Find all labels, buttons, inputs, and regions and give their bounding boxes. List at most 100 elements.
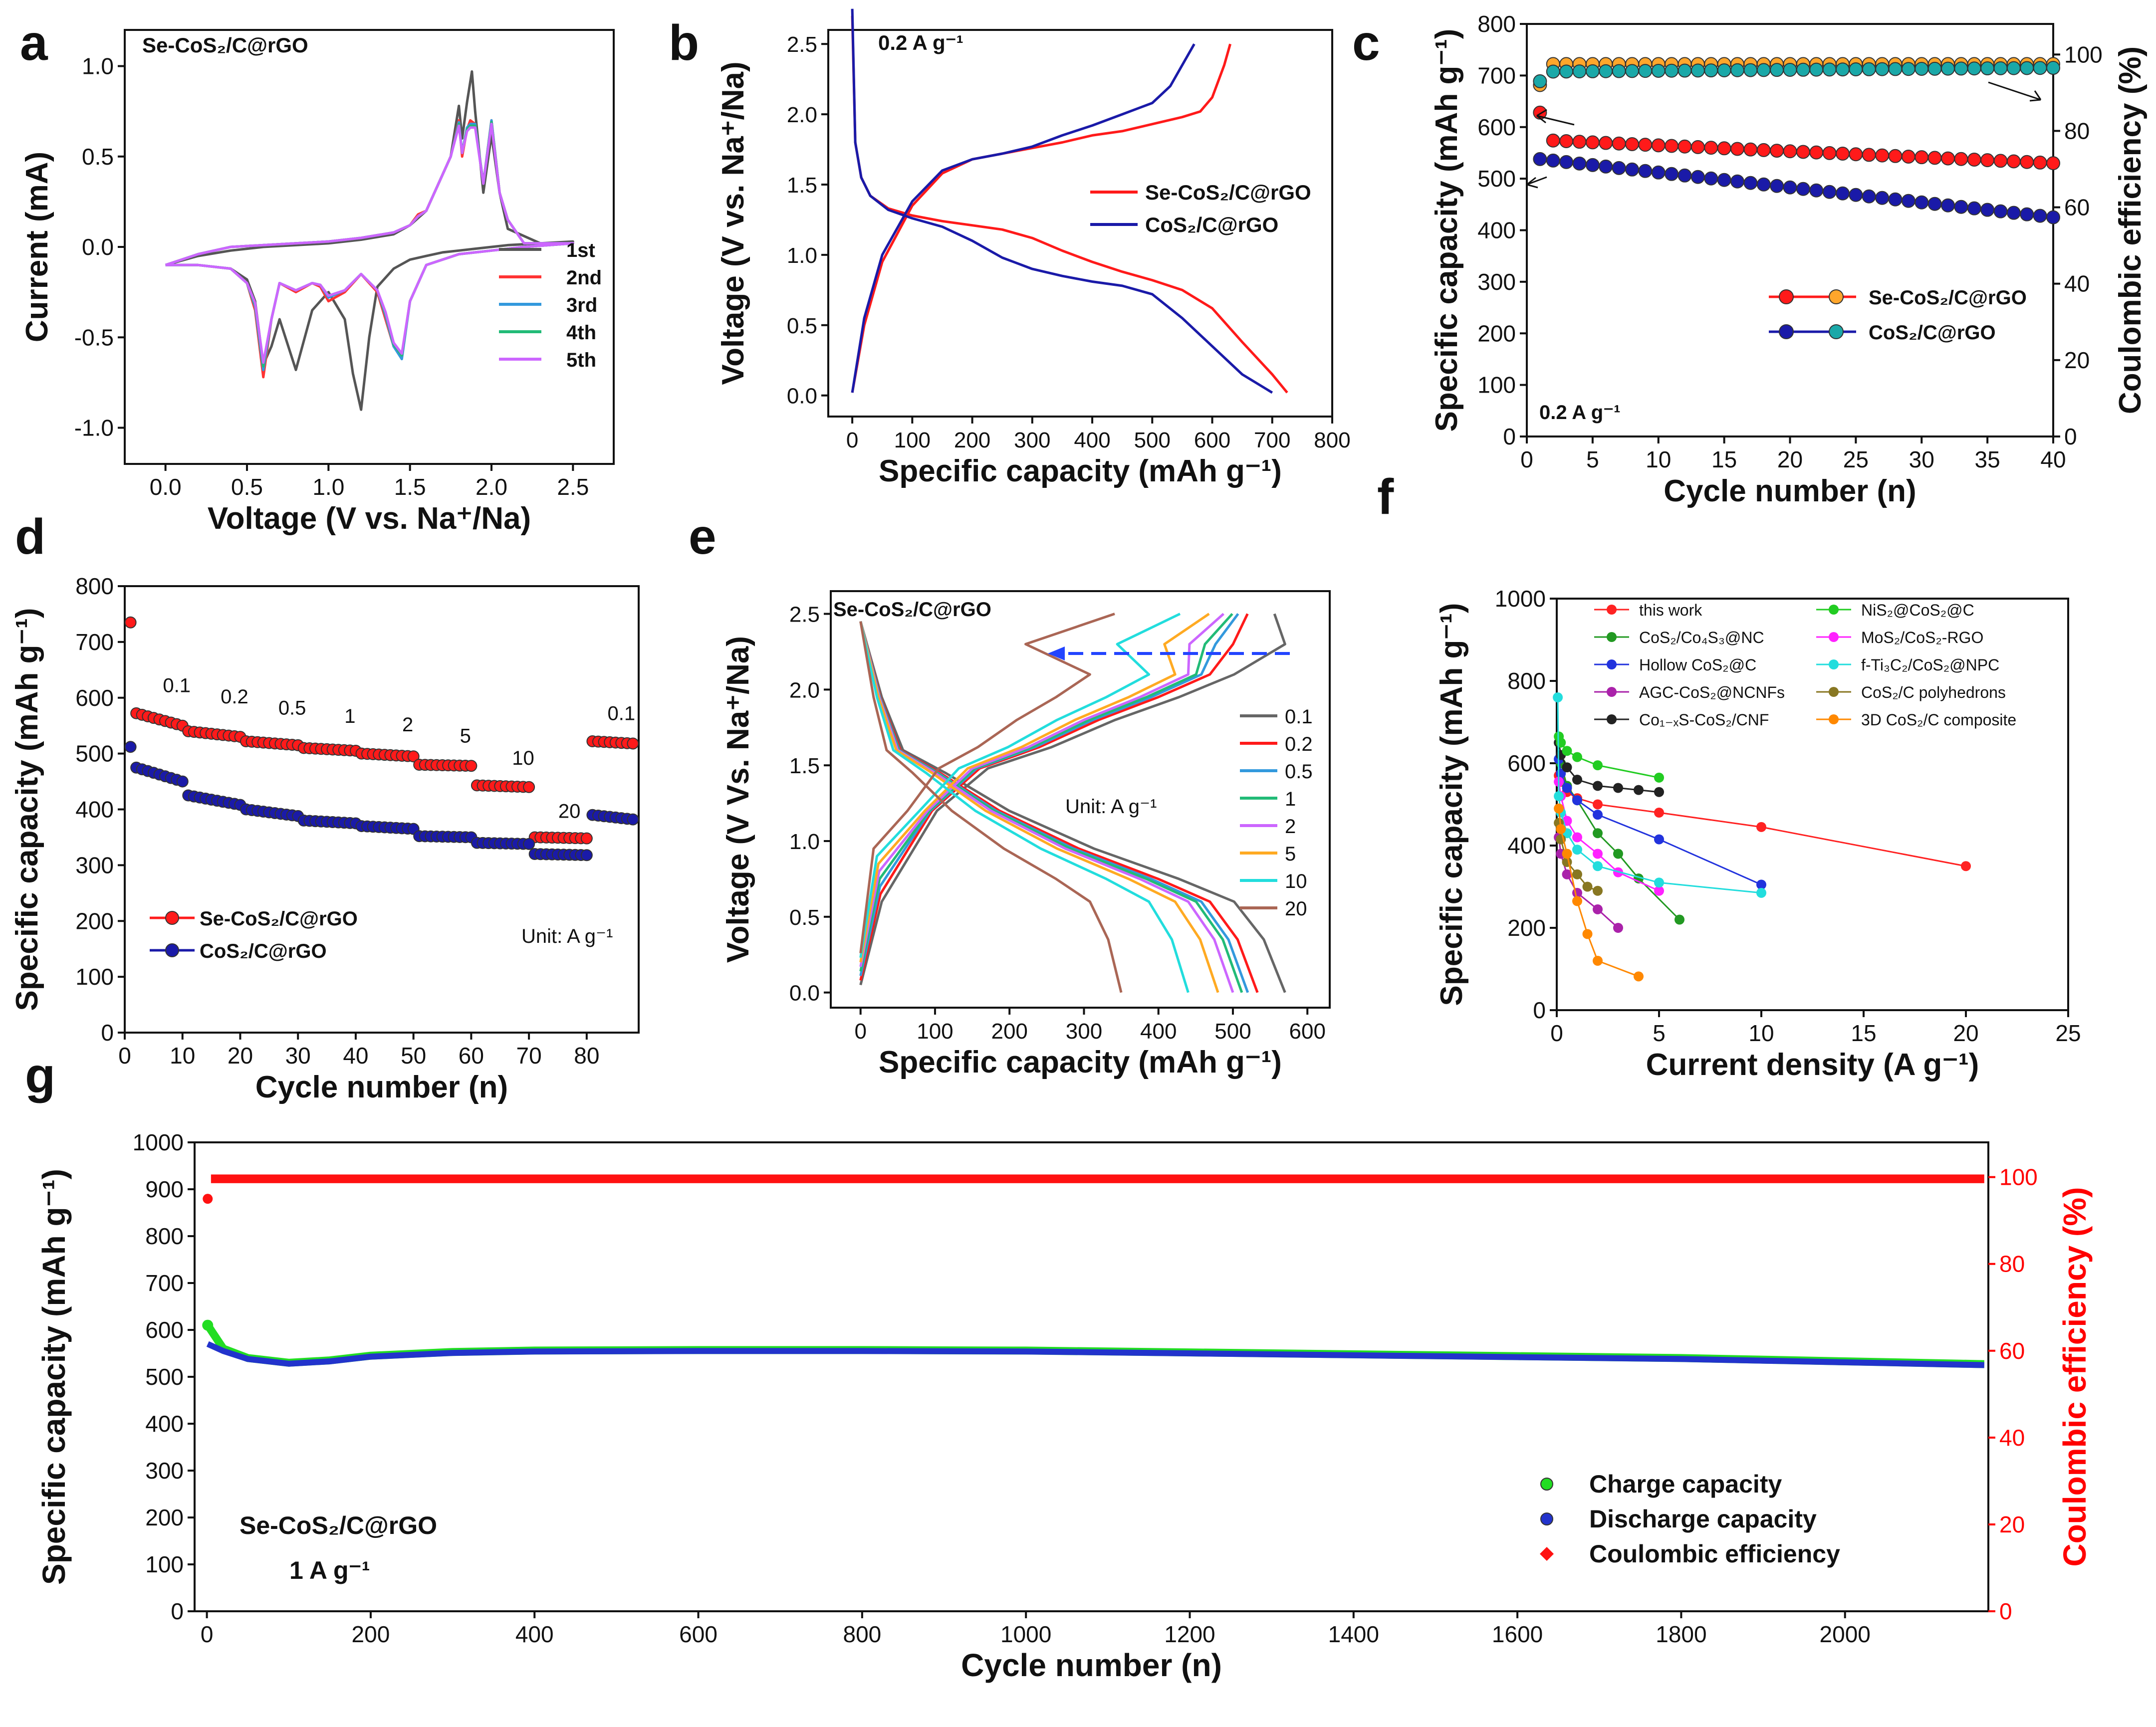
data-point: [1593, 760, 1603, 771]
legend-label: 5: [1285, 843, 1296, 865]
y2-tick-label: 20: [1999, 1511, 2025, 1537]
data-point: [1654, 834, 1664, 845]
data-point: [1593, 781, 1603, 791]
panel-f: 0 5 10 15 20 25 0 200 400 600 800 1000 Current densi…: [1377, 469, 2081, 1082]
y-tick-label: 400: [75, 797, 114, 823]
x-tick-label: 600: [679, 1621, 718, 1647]
legend-label: Se-CoS₂/C@rGO: [1869, 287, 2027, 309]
y-axis-label: Voltage (V Vs. Na⁺/Na): [721, 636, 755, 963]
y-tick-label: -1.0: [74, 415, 114, 441]
y2-tick-label: 80: [1999, 1251, 2025, 1277]
y-axis-label: Specific capacity (mAh g⁻¹): [10, 608, 44, 1011]
data-point: [1927, 61, 1942, 76]
data-point: [1888, 149, 1903, 163]
y-tick-label: 0.0: [787, 384, 817, 409]
data-point: [1651, 165, 1666, 180]
data-point: [1654, 808, 1664, 818]
x-axis-label: Cycle number (n): [255, 1070, 508, 1104]
x-axis-label: Specific capacity (mAh g⁻¹): [879, 1045, 1282, 1079]
data-point: [2020, 155, 2034, 169]
rate-label: 0.1: [163, 675, 191, 697]
x-tick-label: 500: [1134, 428, 1171, 452]
legend-marker: [1540, 1512, 1553, 1525]
plot-frame: [827, 29, 1333, 418]
x-tick-label: 80: [574, 1043, 599, 1069]
y-tick-label: 800: [1477, 11, 1516, 37]
data-point: [1612, 161, 1626, 175]
legend-label: 3rd: [566, 294, 597, 316]
data-point: [580, 849, 593, 862]
data-point: [1941, 198, 1955, 213]
data-point: [523, 838, 535, 850]
discharge-curve: [859, 621, 1219, 993]
y-tick-label: 900: [145, 1176, 184, 1202]
data-point: [1593, 828, 1603, 839]
data-point: [1559, 155, 1574, 169]
y2-tick-label: 40: [1999, 1425, 2025, 1451]
legend-marker: [1829, 659, 1839, 669]
data-point: [1888, 62, 1903, 76]
data-point: [1593, 904, 1603, 914]
x-tick-label: 10: [1748, 1020, 1774, 1046]
y-tick-label: 0: [1533, 997, 1546, 1023]
y-tick-label: 400: [145, 1411, 184, 1437]
data-point: [1967, 201, 1981, 216]
x-axis-label: Cycle number (n): [1664, 474, 1916, 508]
data-point: [1836, 186, 1850, 201]
data-point: [1556, 824, 1566, 834]
x-tick-label: 35: [1975, 446, 2000, 472]
y-tick-label: 600: [75, 685, 114, 711]
y-tick-label: 0.5: [82, 144, 114, 170]
data-point: [1625, 64, 1639, 78]
x-tick-label: 40: [343, 1043, 368, 1069]
data-point: [1593, 810, 1603, 820]
x-tick-label: 60: [459, 1043, 484, 1069]
y-axis-label: Specific capacity (mAh g⁻¹): [1435, 603, 1469, 1006]
y2-tick-label: 80: [2064, 118, 2090, 144]
data-point: [1559, 64, 1574, 79]
y-axis-label: Specific capacity (mAh g⁻¹): [1430, 29, 1464, 432]
legend-marker: [1779, 324, 1794, 339]
x-tick-label: 2000: [1820, 1621, 1871, 1647]
panel-d: 0 10 20 30 40 50 60 70 8001002003004005006007008…: [10, 509, 640, 1104]
y-tick-label: 100: [1477, 372, 1516, 398]
data-point: [1554, 791, 1564, 801]
y-tick-label: 400: [1477, 217, 1516, 243]
data-point: [1677, 63, 1692, 78]
legend-marker: [1829, 289, 1844, 304]
x-tick-label: 800: [843, 1621, 881, 1647]
data-point: [1756, 887, 1766, 898]
y-tick-label: 200: [1507, 915, 1546, 941]
legend-marker: [1607, 605, 1617, 615]
data-point: [1862, 148, 1876, 162]
legend-label: 1: [1285, 788, 1296, 810]
data-point: [1546, 153, 1560, 168]
y-tick-label: 200: [75, 908, 114, 934]
data-point: [1927, 151, 1942, 165]
x-tick-label: 30: [285, 1043, 311, 1069]
x-tick-label: 100: [894, 428, 931, 452]
legend-label: CoS₂/Co₄S₃@NC: [1639, 629, 1764, 647]
x-tick-label: 0.0: [150, 474, 182, 500]
y2-tick-label: 100: [1999, 1164, 2038, 1190]
data-point: [2020, 207, 2034, 221]
x-tick-label: 200: [352, 1621, 390, 1647]
data-point: [1562, 849, 1572, 859]
data-point: [1675, 914, 1684, 925]
data-point: [2046, 61, 2060, 75]
data-point: [1625, 162, 1639, 177]
legend-label: CoS₂/C polyhedrons: [1861, 683, 2006, 701]
x-tick-label: 500: [1214, 1019, 1251, 1044]
x-tick-label: 0.5: [231, 474, 263, 500]
y-tick-label: 0: [1503, 424, 1516, 449]
data-point: [1665, 139, 1679, 153]
y-tick-label: 2.5: [789, 603, 820, 627]
arrow-head: [1048, 647, 1065, 660]
y-tick-label: 300: [1477, 269, 1516, 295]
data-point: [1849, 188, 1863, 202]
discharge-curve: [859, 621, 1234, 993]
ce-first-point: [203, 1194, 213, 1204]
legend-marker: [1607, 659, 1617, 669]
legend-label: NiS₂@CoS₂@C: [1861, 601, 1974, 619]
data-point: [1717, 63, 1731, 77]
